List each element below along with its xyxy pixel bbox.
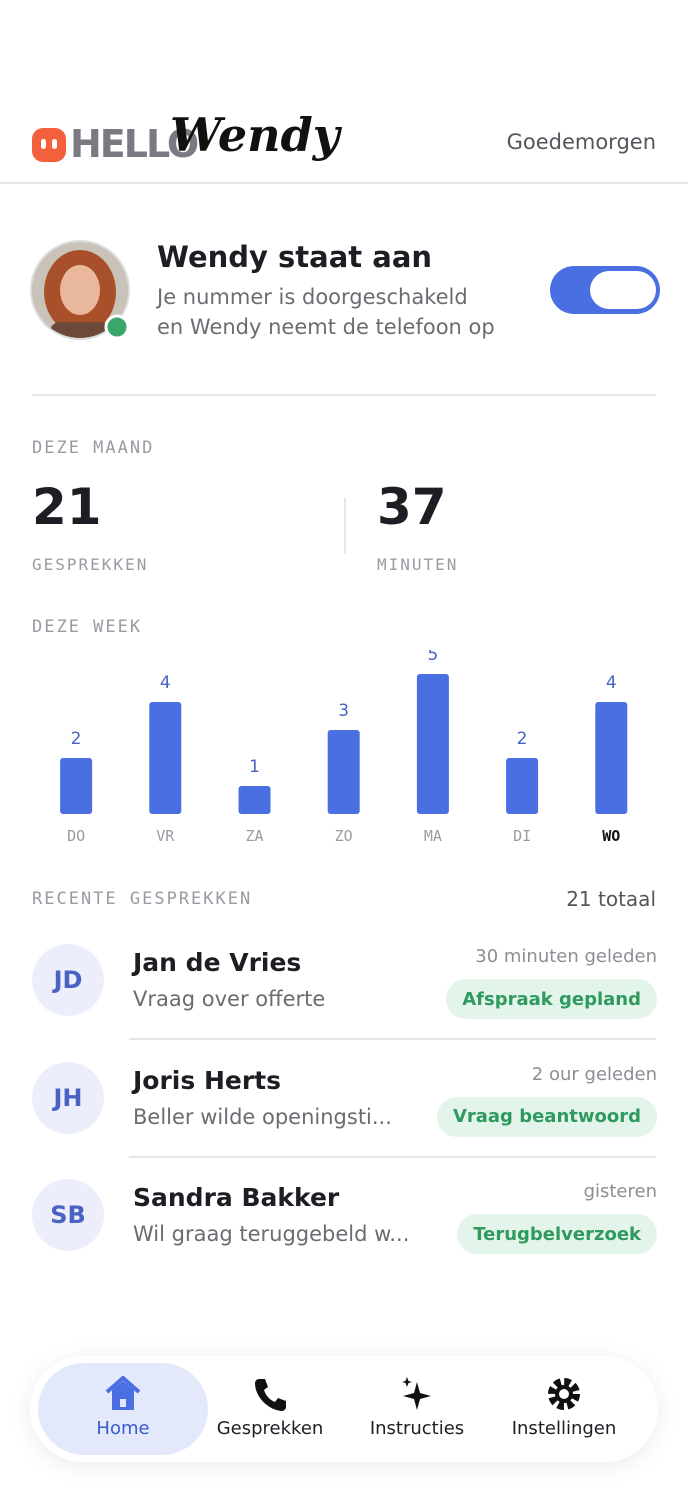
status-line: Je nummer is doorgeschakeld — [157, 285, 468, 309]
call-tag: Afspraak gepland — [446, 979, 657, 1019]
caller-name: Sandra Bakker — [133, 1183, 340, 1212]
divider — [129, 1038, 656, 1040]
call-subject: Vraag over offerte — [133, 987, 326, 1011]
week-chart: 2 DO 4 VR 1 ZA 3 ZO 5 MA 2 DI 4 WO — [60, 650, 628, 845]
call-tag: Vraag beantwoord — [436, 1096, 657, 1137]
bar — [238, 786, 271, 814]
bar — [416, 674, 449, 814]
logo-prefix: HELLO — [70, 122, 199, 166]
caller-name: Jan de Vries — [133, 948, 302, 977]
stat-value: 37 — [377, 478, 447, 536]
nav-item[interactable]: Instellingen — [479, 1362, 649, 1456]
call-subject: Beller wilde openingsti... — [133, 1104, 392, 1129]
toggle-switch[interactable] — [550, 266, 660, 314]
nav-item[interactable]: Instructies — [332, 1362, 502, 1456]
value-label: 5 — [427, 650, 438, 665]
call-time: gisteren — [583, 1181, 657, 1202]
total-count: 21 totaal — [566, 887, 656, 911]
bar — [149, 702, 182, 814]
profile-photo — [30, 240, 130, 340]
divider — [32, 394, 656, 396]
status-line: en Wendy neemt de telefoon op — [157, 315, 495, 339]
stat-divider — [344, 498, 346, 554]
status-title: Wendy staat aan — [157, 240, 433, 274]
call-subject: Wil graag teruggebeld w... — [133, 1222, 410, 1246]
caller-name: Joris Herts — [133, 1065, 281, 1095]
x-tick-label: VR — [156, 827, 175, 845]
logo-icon — [32, 128, 66, 162]
stat-value: 21 — [32, 478, 102, 536]
x-tick-label: DI — [513, 827, 531, 845]
logo-name: Wendy — [170, 108, 340, 162]
nav-label: Instructies — [369, 1418, 465, 1439]
x-tick-label: ZO — [335, 827, 353, 845]
nav-icon — [105, 1376, 141, 1410]
section-label: DEZE MAAND — [32, 438, 155, 458]
bar — [595, 702, 628, 814]
initials-avatar: JH — [32, 1061, 104, 1134]
stat-label: MINUTEN — [377, 555, 459, 574]
nav-item[interactable]: Home — [38, 1362, 208, 1456]
section-label: RECENTE GESPREKKEN — [32, 889, 253, 909]
bar — [60, 758, 93, 814]
divider — [129, 1155, 656, 1158]
value-label: 4 — [160, 673, 171, 693]
x-tick-label: ZA — [245, 827, 263, 845]
nav-label: Home — [96, 1418, 150, 1439]
value-label: 1 — [249, 757, 260, 777]
stat-label: GESPREKKEN — [32, 555, 149, 574]
call-tag: Terugbelverzoek — [457, 1214, 657, 1254]
nav-item[interactable]: Gesprekken — [185, 1362, 355, 1456]
toggle-knob — [590, 271, 656, 309]
greeting: Goedemorgen — [506, 130, 656, 154]
nav-icon — [548, 1378, 580, 1410]
divider — [0, 182, 688, 184]
nav-label: Gesprekken — [216, 1418, 324, 1439]
x-tick-label: DO — [67, 827, 85, 845]
value-label: 3 — [338, 701, 349, 721]
bar — [506, 758, 539, 814]
x-tick-label: MA — [424, 827, 442, 845]
nav-label: Instellingen — [511, 1418, 617, 1439]
call-time: 30 minuten geleden — [475, 946, 657, 967]
bar — [327, 730, 360, 814]
initials-avatar: JD — [32, 944, 104, 1016]
call-time: 2 our geleden — [531, 1063, 657, 1085]
x-tick-label: WO — [602, 827, 620, 845]
nav-icon — [255, 1379, 286, 1411]
value-label: 2 — [517, 729, 528, 749]
value-label: 2 — [71, 729, 82, 749]
initials-avatar: SB — [32, 1179, 104, 1251]
value-label: 4 — [606, 673, 617, 693]
nav-icon — [402, 1377, 431, 1410]
chart-title: DEZE WEEK — [32, 617, 143, 637]
